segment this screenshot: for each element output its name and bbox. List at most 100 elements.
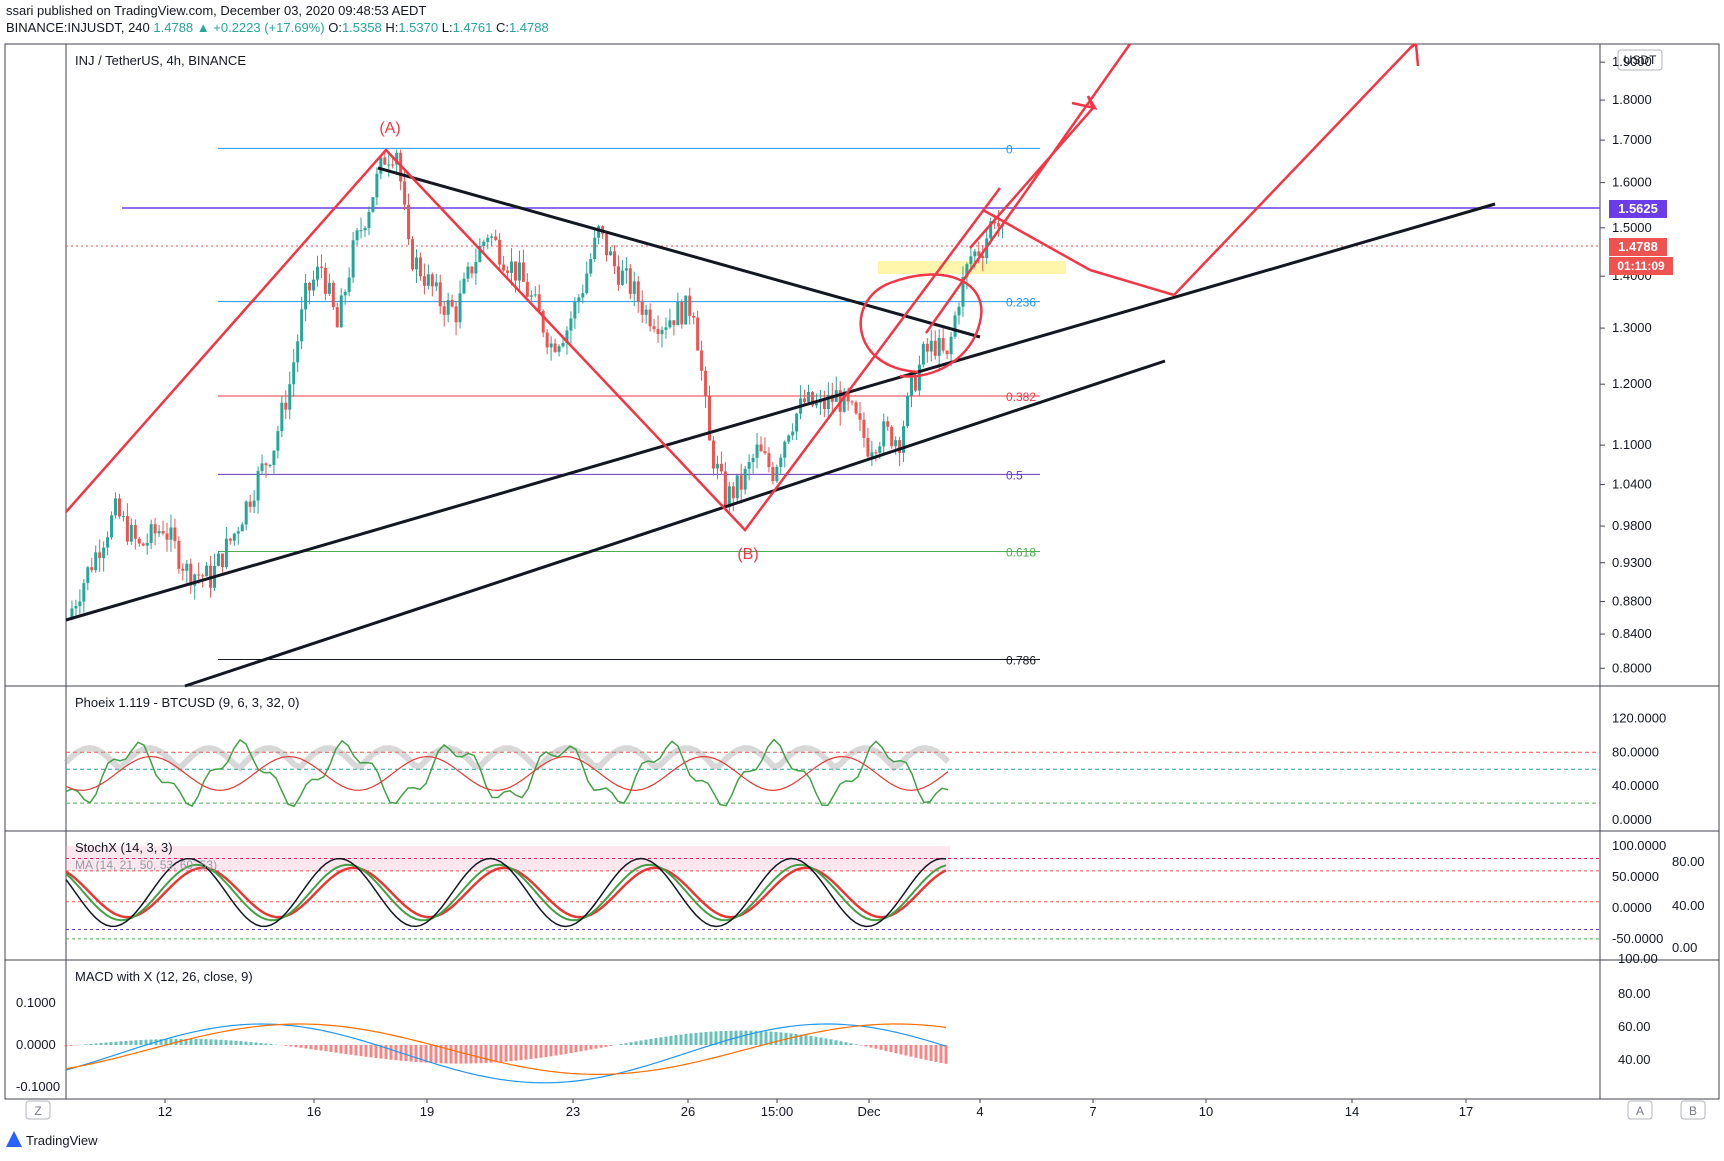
stoch-inner-tick-label: 0.00: [1672, 940, 1697, 955]
candle-body: [102, 548, 105, 559]
candle-body: [272, 451, 275, 465]
macd-histogram-bar: [70, 1045, 73, 1046]
candle-body: [340, 295, 343, 327]
macd-histogram-bar: [200, 1039, 203, 1045]
candle-body: [894, 440, 897, 446]
macd-histogram-bar: [505, 1045, 508, 1062]
wave-label-b: (B): [737, 546, 758, 563]
candle-body: [692, 316, 695, 318]
candle-body: [118, 498, 121, 516]
macd-histogram-bar: [325, 1045, 328, 1051]
macd-histogram-bar: [855, 1044, 858, 1045]
macd-histogram-bar: [585, 1045, 588, 1050]
macd-histogram-bar: [565, 1045, 568, 1054]
macd-histogram-bar: [905, 1045, 908, 1056]
macd-histogram-bar: [900, 1045, 903, 1054]
price-tick-label: 0.9800: [1612, 518, 1652, 533]
open-value: 1.5358: [342, 20, 382, 35]
hline-badge-value: 1.5625: [1618, 201, 1658, 216]
candle-body: [510, 261, 513, 272]
price-tick-label: 1.5000: [1612, 220, 1652, 235]
macd-histogram-bar: [590, 1045, 593, 1050]
macd-tick-label-right: 100.00: [1618, 951, 1658, 966]
candle-body: [870, 452, 873, 456]
tradingview-logo[interactable]: TradingView: [6, 1131, 98, 1148]
wave-path[interactable]: [66, 150, 1000, 530]
macd-histogram-bar: [630, 1042, 633, 1045]
macd-histogram-bar: [780, 1032, 783, 1045]
time-tick-label: 14: [1345, 1104, 1359, 1119]
candle-body: [356, 230, 359, 240]
close-label: C:: [496, 20, 509, 35]
candle-body: [930, 341, 933, 352]
candle-body: [348, 277, 351, 291]
macd-histogram-bar: [530, 1045, 533, 1059]
candle-body: [712, 441, 715, 469]
candle-body: [680, 302, 683, 325]
candle-body: [276, 431, 279, 451]
time-tick-label: 19: [420, 1104, 434, 1119]
stoch-tick-label: 0.0000: [1612, 900, 1652, 915]
candle-body: [158, 531, 161, 533]
macd-histogram-bar: [935, 1045, 938, 1062]
tradingview-icon: [6, 1131, 22, 1147]
candle-body: [280, 403, 283, 431]
candle-body: [90, 567, 93, 570]
candle-body: [470, 267, 473, 274]
stochx-legend: StochX (14, 3, 3): [75, 840, 173, 855]
candle-body: [629, 268, 632, 294]
macd-histogram-bar: [740, 1031, 743, 1045]
projection-line[interactable]: [926, 44, 1130, 333]
candle-body: [518, 262, 521, 280]
candle-body: [514, 261, 517, 280]
candle-body: [534, 294, 537, 295]
candle-body: [558, 346, 561, 352]
macd-histogram-bar: [890, 1045, 893, 1052]
candle-body: [459, 293, 462, 322]
macd-histogram-bar: [865, 1045, 868, 1046]
price-tick-label: 1.9000: [1612, 54, 1652, 69]
fib-level-label: 0.5: [1006, 468, 1023, 482]
candle-body: [597, 226, 600, 238]
candle-body: [748, 462, 751, 469]
candle-body: [617, 266, 620, 285]
phoeix-tick-label: 40.0000: [1612, 778, 1659, 793]
candle-body: [791, 432, 794, 436]
projection-turn[interactable]: [1090, 270, 1174, 295]
candle-body: [882, 421, 885, 446]
macd-histogram-bar: [265, 1044, 268, 1045]
candle-body: [474, 262, 477, 273]
price-tick-label: 1.8000: [1612, 92, 1652, 107]
candle-body: [261, 463, 264, 471]
candle-body: [716, 464, 719, 469]
candle-body: [245, 501, 248, 524]
phoeix-tick-label: 0.0000: [1612, 812, 1652, 827]
macd-histogram-bar: [610, 1045, 613, 1046]
macd-histogram-bar: [305, 1045, 308, 1048]
macd-histogram-bar: [775, 1032, 778, 1045]
macd-histogram-bar: [225, 1040, 228, 1045]
candle-body: [569, 319, 572, 331]
macd-histogram-bar: [660, 1037, 663, 1045]
macd-histogram-bar: [655, 1038, 658, 1045]
macd-histogram-bar: [710, 1032, 713, 1045]
macd-histogram-bar: [210, 1039, 213, 1045]
candle-body: [142, 544, 145, 546]
macd-histogram-bar: [450, 1045, 453, 1064]
trendline-lower-2[interactable]: [185, 361, 1165, 686]
candle-body: [807, 392, 810, 402]
candle-body: [316, 267, 319, 280]
macd-histogram-bar: [750, 1031, 753, 1045]
time-tick-label: 26: [681, 1104, 695, 1119]
stoch-tick-label: -50.0000: [1612, 931, 1663, 946]
macd-histogram-bar: [100, 1043, 103, 1045]
macd-histogram-bar: [675, 1035, 678, 1045]
candle-body: [229, 539, 232, 541]
macd-histogram-bar: [135, 1040, 138, 1045]
macd-histogram-bar: [695, 1033, 698, 1045]
macd-histogram-bar: [345, 1045, 348, 1054]
log-scale-label: B: [1689, 1104, 1697, 1118]
macd-indicator: [65, 1024, 948, 1083]
projection-up[interactable]: [1174, 44, 1414, 295]
